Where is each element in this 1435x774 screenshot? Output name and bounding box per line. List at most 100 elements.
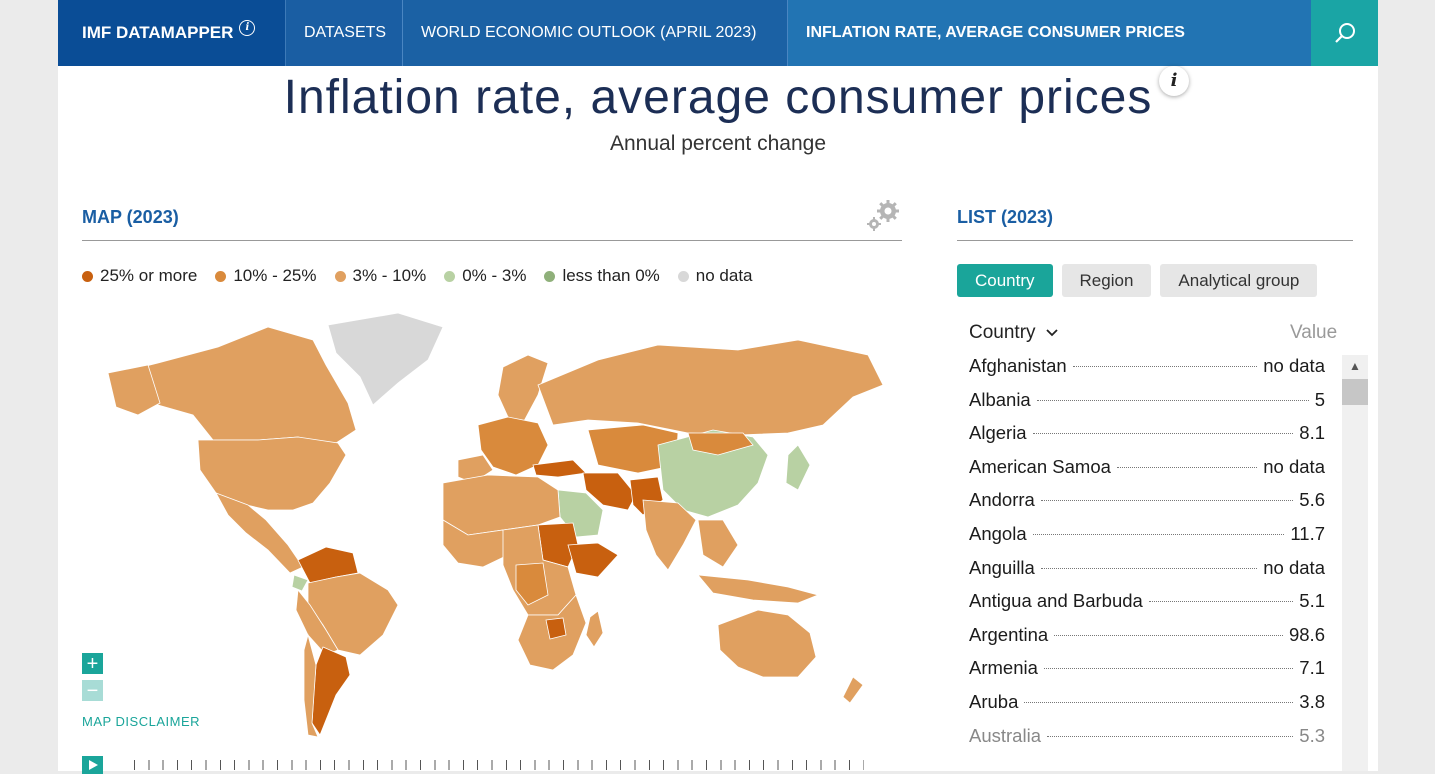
search-button[interactable] <box>1311 0 1378 66</box>
country-column-header[interactable]: Country <box>969 322 1059 344</box>
tab-country[interactable]: Country <box>957 264 1053 297</box>
map-divider <box>82 240 902 241</box>
legend-label: 0% - 3% <box>462 266 527 285</box>
legend-swatch <box>677 270 689 282</box>
map-zimbabwe <box>545 617 567 640</box>
map-japan <box>785 444 811 491</box>
leader-dots <box>1148 601 1294 603</box>
map-ecuador <box>291 574 309 592</box>
page: IMF DATAMAPPER i DATASETS WORLD ECONOMIC… <box>58 0 1378 774</box>
leader-dots <box>1032 533 1285 535</box>
list-section-title: LIST (2023) <box>957 207 1054 227</box>
page-title: Inflation rate, average consumer prices <box>283 71 1153 124</box>
zoom-in-button[interactable]: + <box>82 653 103 674</box>
country-value: 3.8 <box>1299 690 1325 712</box>
leader-dots <box>1032 433 1294 435</box>
leader-dots <box>1072 366 1258 367</box>
leader-dots <box>1046 735 1294 737</box>
list-item[interactable]: Anguilla no data <box>969 557 1325 591</box>
country-name: Afghanistan <box>969 355 1067 376</box>
list-divider <box>957 240 1353 241</box>
info-icon[interactable]: i <box>239 20 256 36</box>
list-item[interactable]: Albania 5 <box>969 389 1325 423</box>
map-west-africa <box>442 519 509 568</box>
country-name: Australia <box>969 724 1041 746</box>
legend-swatch <box>215 270 227 282</box>
legend-item[interactable]: 25% or more <box>82 266 197 286</box>
map-mongolia <box>687 432 754 456</box>
map-iran <box>582 472 637 511</box>
nav-datasets[interactable]: DATASETS <box>286 0 403 66</box>
page-subtitle: Annual percent change <box>610 132 826 155</box>
country-name: Andorra <box>969 489 1035 511</box>
tab-analytical-group[interactable]: Analytical group <box>1160 264 1318 297</box>
legend-item[interactable]: no data <box>677 266 753 286</box>
list-item[interactable]: Armenia 7.1 <box>969 657 1325 691</box>
map-canada <box>109 326 357 446</box>
list-item[interactable]: Angola 11.7 <box>969 523 1325 557</box>
scrollbar-thumb[interactable] <box>1342 379 1368 405</box>
leader-dots <box>1054 634 1283 636</box>
country-value: no data <box>1263 355 1325 376</box>
world-map[interactable] <box>98 305 888 745</box>
value-column-header[interactable]: Value <box>1290 322 1338 343</box>
list-scrollbar[interactable]: ▲ <box>1342 355 1368 771</box>
map-argentina <box>311 646 351 736</box>
list-item[interactable]: Argentina 98.6 <box>969 624 1325 658</box>
chevron-up-icon[interactable]: ▲ <box>1349 359 1361 373</box>
legend-label: less than 0% <box>562 266 660 285</box>
country-name: American Samoa <box>969 455 1111 477</box>
country-value: 11.7 <box>1290 522 1325 544</box>
leader-dots <box>1040 567 1258 569</box>
country-list: Afghanistan no data Albania 5 Algeria 8.1 Amer… <box>969 355 1325 771</box>
legend-item[interactable]: 0% - 3% <box>444 266 526 286</box>
legend-label: 10% - 25% <box>233 266 317 285</box>
list-item[interactable]: Afghanistan no data <box>969 355 1325 389</box>
map-section-title: MAP (2023) <box>82 207 179 227</box>
country-name: Armenia <box>969 657 1038 679</box>
country-name: Anguilla <box>969 556 1035 578</box>
map-disclaimer-link[interactable]: MAP DISCLAIMER <box>82 714 201 729</box>
country-name: Angola <box>969 522 1027 544</box>
list-tabs: Country Region Analytical group <box>957 264 1326 297</box>
list-item[interactable]: Algeria 8.1 <box>969 422 1325 456</box>
map-se-asia <box>697 519 739 568</box>
list-item[interactable]: American Samoa no data <box>969 456 1325 490</box>
leader-dots <box>1036 399 1309 401</box>
legend-item[interactable]: less than 0% <box>544 266 660 286</box>
map-russia <box>537 339 884 436</box>
country-value: 5 <box>1314 388 1325 410</box>
country-name: Aruba <box>969 690 1019 712</box>
legend-label: no data <box>695 266 753 285</box>
info-icon[interactable]: i <box>1159 66 1189 96</box>
map-greenland <box>327 312 444 406</box>
list-item[interactable]: Antigua and Barbuda 5.1 <box>969 590 1325 624</box>
legend-swatch <box>544 270 556 282</box>
map-legend: 25% or more 10% - 25% 3% - 10% 0% - 3% less … <box>82 266 771 286</box>
leader-dots <box>1024 701 1294 703</box>
timeline-slider[interactable] <box>134 760 864 770</box>
nav-weo[interactable]: WORLD ECONOMIC OUTLOOK (APRIL 2023) <box>403 0 788 66</box>
map-mexico <box>215 492 304 574</box>
nav-current-indicator[interactable]: INFLATION RATE, AVERAGE CONSUMER PRICES <box>788 0 1311 66</box>
country-column-label: Country <box>969 322 1036 343</box>
list-item[interactable]: Aruba 3.8 <box>969 691 1325 725</box>
legend-swatch <box>444 270 456 282</box>
play-button[interactable] <box>82 756 103 774</box>
legend-item[interactable]: 10% - 25% <box>215 266 317 286</box>
settings-gear-icon[interactable] <box>866 199 902 233</box>
country-value: 7.1 <box>1299 657 1325 679</box>
brand-logo[interactable]: IMF DATAMAPPER i <box>58 0 286 66</box>
list-item[interactable]: Andorra 5.6 <box>969 489 1325 523</box>
list-item[interactable]: Australia 5.3 <box>969 725 1325 759</box>
zoom-out-button[interactable]: − <box>82 680 103 701</box>
tab-region[interactable]: Region <box>1061 264 1152 297</box>
leader-dots <box>1043 668 1294 670</box>
brand-label: IMF DATAMAPPER <box>82 23 234 42</box>
map-indonesia <box>697 574 820 604</box>
top-nav: IMF DATAMAPPER i DATASETS WORLD ECONOMIC… <box>58 0 1378 66</box>
country-name: Antigua and Barbuda <box>969 590 1143 612</box>
legend-swatch <box>82 270 93 282</box>
leader-dots <box>1040 500 1294 502</box>
legend-item[interactable]: 3% - 10% <box>334 266 426 286</box>
